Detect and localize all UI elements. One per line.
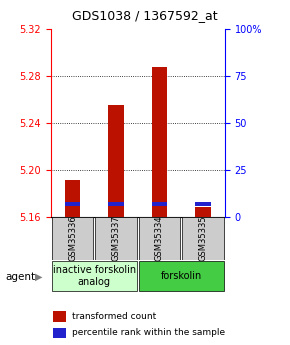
- Bar: [152, 202, 167, 206]
- Bar: [53, 328, 66, 338]
- Bar: [108, 202, 124, 206]
- Bar: [65, 180, 80, 217]
- Text: agent: agent: [6, 272, 36, 282]
- Bar: [53, 311, 66, 322]
- Bar: [195, 202, 211, 206]
- Bar: [108, 105, 124, 217]
- Text: GSM35335: GSM35335: [198, 215, 208, 261]
- Text: GDS1038 / 1367592_at: GDS1038 / 1367592_at: [72, 9, 218, 22]
- Text: inactive forskolin
analog: inactive forskolin analog: [53, 265, 136, 287]
- Bar: [139, 261, 224, 291]
- Bar: [182, 217, 224, 260]
- Text: percentile rank within the sample: percentile rank within the sample: [72, 328, 225, 337]
- Bar: [52, 261, 137, 291]
- Bar: [195, 207, 211, 217]
- Text: GSM35336: GSM35336: [68, 215, 77, 261]
- Text: transformed count: transformed count: [72, 312, 156, 321]
- Bar: [52, 217, 93, 260]
- Text: forskolin: forskolin: [161, 271, 202, 281]
- Bar: [139, 217, 180, 260]
- Text: ▶: ▶: [35, 272, 43, 282]
- Bar: [152, 67, 167, 217]
- Bar: [65, 202, 80, 206]
- Bar: [95, 217, 137, 260]
- Text: GSM35337: GSM35337: [111, 215, 121, 261]
- Text: GSM35334: GSM35334: [155, 215, 164, 261]
